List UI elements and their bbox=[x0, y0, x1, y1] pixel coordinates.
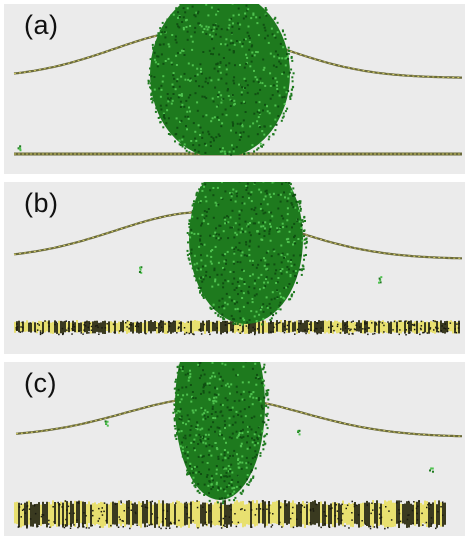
substrate-b bbox=[14, 320, 460, 336]
simulation-snapshot-b bbox=[13, 182, 462, 336]
panel-b: (b) bbox=[4, 182, 465, 354]
panel-c: (c) bbox=[4, 362, 465, 536]
substrate-c bbox=[14, 500, 446, 530]
simulation-snapshot-c bbox=[14, 362, 462, 530]
debris-b bbox=[138, 266, 383, 284]
debris-c bbox=[104, 420, 434, 473]
droplet-c bbox=[172, 362, 270, 505]
panel-label-a: (a) bbox=[24, 10, 59, 40]
droplet-b bbox=[186, 182, 308, 326]
simulation-snapshot-a bbox=[13, 4, 462, 156]
droplet-a bbox=[147, 4, 295, 156]
panel-label-c: (c) bbox=[24, 368, 57, 398]
panel-label-b: (b) bbox=[24, 188, 59, 218]
panel-a: (a) bbox=[4, 4, 465, 174]
debris-a bbox=[17, 145, 22, 152]
